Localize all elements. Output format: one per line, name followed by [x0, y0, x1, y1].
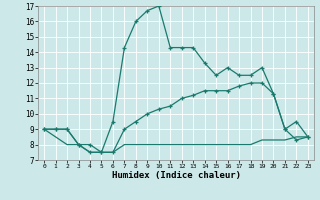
X-axis label: Humidex (Indice chaleur): Humidex (Indice chaleur): [111, 171, 241, 180]
